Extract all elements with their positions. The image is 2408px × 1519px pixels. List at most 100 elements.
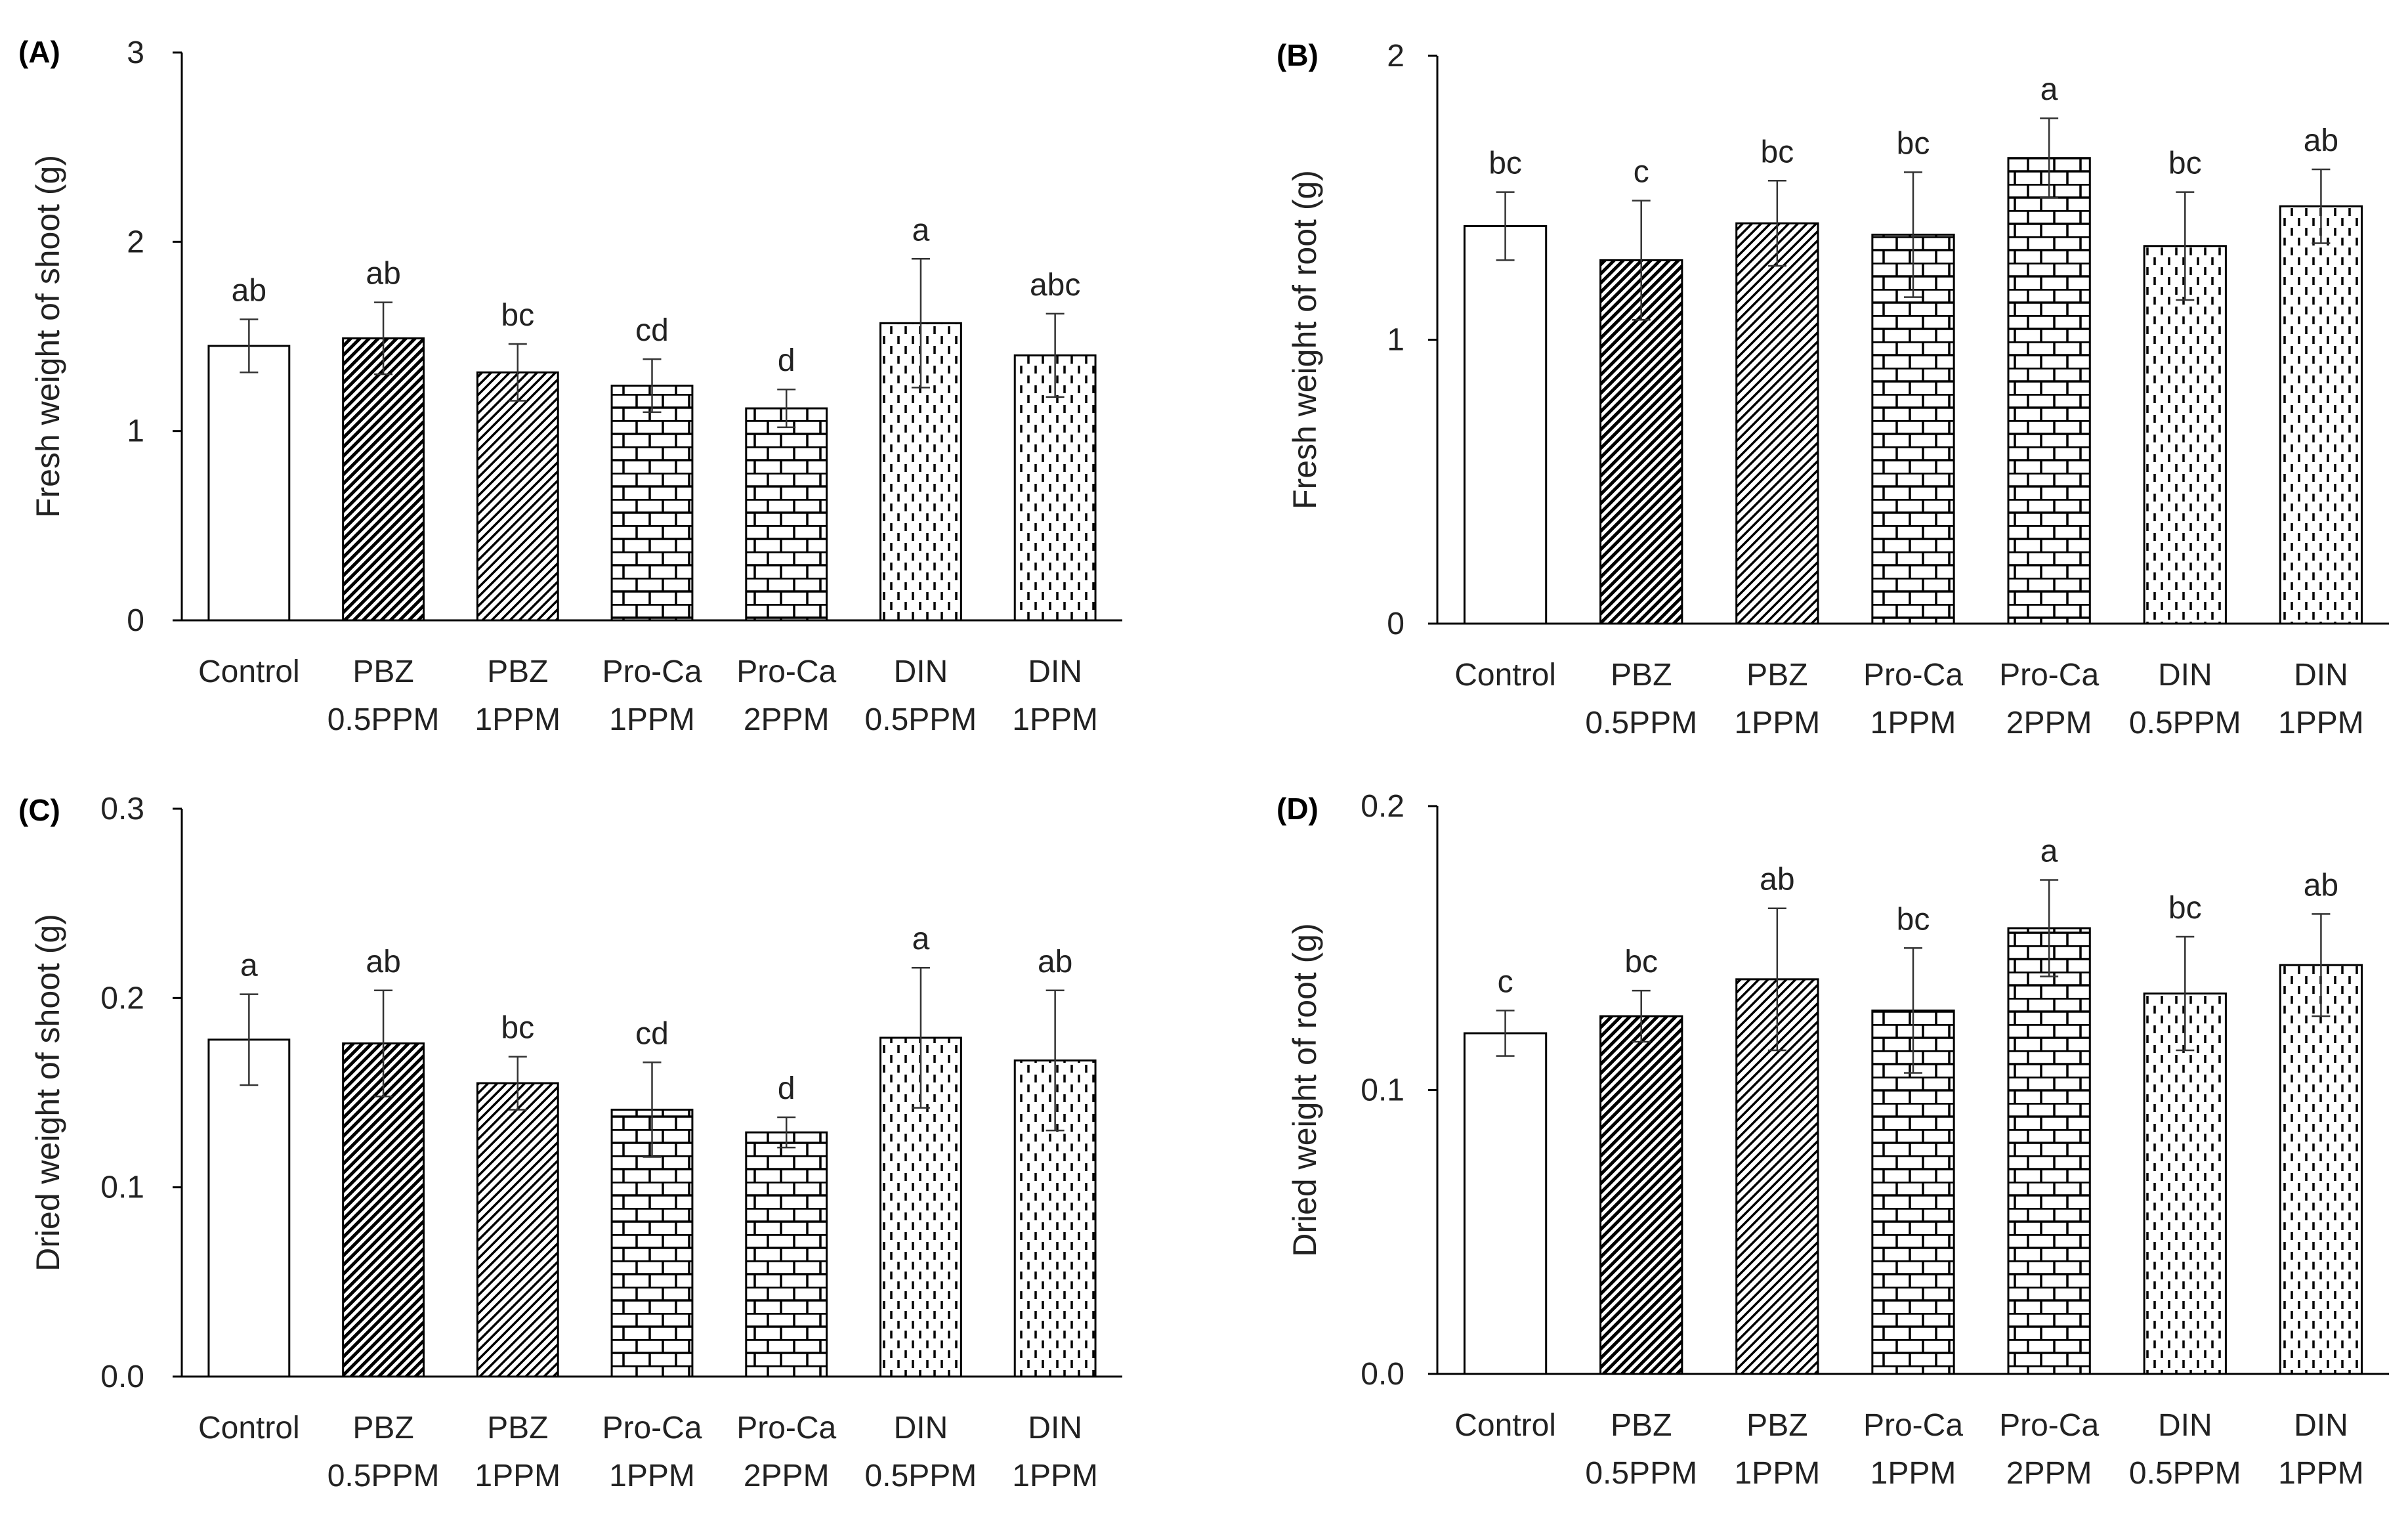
bar: [745, 407, 828, 622]
x-category-label: 0.5PPM: [1585, 1456, 1697, 1491]
significance-letter: ab: [2304, 868, 2338, 903]
x-category-label: DIN: [2158, 1408, 2212, 1443]
x-category-label: PBZ: [1746, 1408, 1807, 1443]
x-category-label: Pro-Ca: [1863, 1408, 1963, 1443]
x-category-label: 0.5PPM: [865, 1459, 977, 1493]
bar: [1599, 1015, 1683, 1375]
bar: [1599, 259, 1683, 625]
x-category-label: Control: [198, 1411, 300, 1445]
y-tick-label: 0: [127, 603, 144, 638]
y-tick-label: 2: [127, 225, 144, 259]
x-category-label: 0.5PPM: [1585, 706, 1697, 740]
x-category-label: PBZ: [1611, 658, 1672, 693]
panel-a: (A) Fresh weight of shoot (g) 0 1 2 3 ab Contro…: [18, 35, 1122, 737]
x-category-label: PBZ: [352, 654, 413, 689]
bar: [207, 1038, 291, 1378]
y-tick-label: 3: [127, 35, 144, 70]
x-category-label: DIN: [2294, 658, 2348, 693]
x-category-label: 1PPM: [609, 702, 695, 737]
panel-c: (C) Dried weight of shoot (g) 0.0 0.1 0.2 0.3…: [18, 792, 1122, 1493]
x-category-label: 1PPM: [609, 1459, 695, 1493]
significance-letter: cd: [635, 1016, 669, 1051]
bar: [476, 1082, 559, 1378]
x-category-label: PBZ: [352, 1411, 413, 1445]
x-category-label: 2PPM: [2006, 706, 2092, 740]
y-tick-label: 0.1: [1361, 1073, 1405, 1108]
panel-label: (B): [1277, 38, 1319, 72]
x-category-label: DIN: [2294, 1408, 2348, 1443]
significance-letter: a: [2040, 834, 2058, 868]
significance-letter: bc: [1897, 126, 1930, 161]
x-category-label: 1PPM: [1734, 706, 1820, 740]
bar: [207, 345, 291, 622]
significance-letter: bc: [1897, 902, 1930, 937]
x-category-label: Pro-Ca: [1863, 658, 1963, 693]
x-category-label: 1PPM: [2278, 1456, 2364, 1491]
bar: [1735, 222, 1819, 625]
y-tick-label: 0.2: [1361, 789, 1405, 824]
bar: [745, 1131, 828, 1378]
significance-letter: a: [912, 213, 930, 247]
panel-label: (C): [18, 793, 60, 827]
significance-letter: c: [1498, 964, 1513, 999]
x-category-label: 2PPM: [744, 702, 830, 737]
x-category-label: 0.5PPM: [327, 702, 440, 737]
significance-letter: a: [912, 922, 930, 956]
x-category-label: DIN: [894, 1411, 948, 1445]
significance-letter: ab: [366, 257, 400, 291]
significance-letter: bc: [2168, 146, 2202, 181]
x-category-label: PBZ: [1746, 658, 1807, 693]
x-category-label: 0.5PPM: [327, 1459, 440, 1493]
significance-letter: ab: [1760, 863, 1794, 897]
x-category-label: Control: [1454, 1408, 1556, 1443]
bar: [2279, 205, 2363, 625]
y-tick-label: 2: [1387, 39, 1405, 74]
x-category-label: 1PPM: [1870, 706, 1956, 740]
significance-letter: a: [240, 949, 258, 983]
x-category-label: Pro-Ca: [736, 1411, 836, 1445]
x-category-label: DIN: [1028, 1411, 1082, 1445]
y-axis-title: Fresh weight of shoot (g): [30, 155, 66, 518]
panel-d: (D) Dried weight of root (g) 0.0 0.1 0.2 c Con…: [1277, 789, 2389, 1491]
bar: [1013, 354, 1097, 622]
x-category-label: Control: [1454, 658, 1556, 693]
panel-label: (D): [1277, 792, 1319, 826]
x-category-label: Pro-Ca: [1999, 1408, 2099, 1443]
significance-letter: a: [2040, 72, 2058, 107]
y-tick-label: 0.0: [1361, 1357, 1405, 1392]
x-category-label: 0.5PPM: [2129, 1456, 2241, 1491]
bar: [476, 371, 559, 622]
bar: [2007, 157, 2091, 625]
bar: [2143, 245, 2227, 625]
x-category-label: 1PPM: [1870, 1456, 1956, 1491]
bar: [1463, 1032, 1548, 1375]
significance-letter: bc: [501, 1011, 534, 1046]
x-category-label: 1PPM: [1734, 1456, 1820, 1491]
significance-letter: cd: [635, 313, 669, 348]
significance-letter: ab: [1038, 945, 1072, 979]
panel-label: (A): [18, 35, 60, 69]
bar: [1463, 225, 1548, 625]
x-category-label: Pro-Ca: [736, 654, 836, 689]
significance-letter: bc: [1489, 146, 1522, 181]
significance-letter: ab: [2304, 123, 2338, 158]
significance-letter: d: [778, 1071, 795, 1106]
y-axis-title: Fresh weight of root (g): [1286, 170, 1323, 509]
x-category-label: 1PPM: [475, 702, 560, 737]
x-category-label: 0.5PPM: [865, 702, 977, 737]
y-tick-label: 1: [1387, 323, 1405, 358]
x-category-label: DIN: [894, 654, 948, 689]
bar: [610, 384, 694, 622]
y-tick-label: 0.3: [100, 792, 144, 826]
x-category-label: 1PPM: [475, 1459, 560, 1493]
y-tick-label: 0: [1387, 607, 1405, 641]
x-category-label: 1PPM: [1012, 1459, 1098, 1493]
x-category-label: 2PPM: [744, 1459, 830, 1493]
bar: [2279, 964, 2363, 1375]
x-category-label: 2PPM: [2006, 1456, 2092, 1491]
significance-letter: bc: [1624, 945, 1658, 979]
bar: [342, 1042, 425, 1378]
significance-letter: d: [778, 343, 795, 378]
bar: [342, 337, 425, 622]
